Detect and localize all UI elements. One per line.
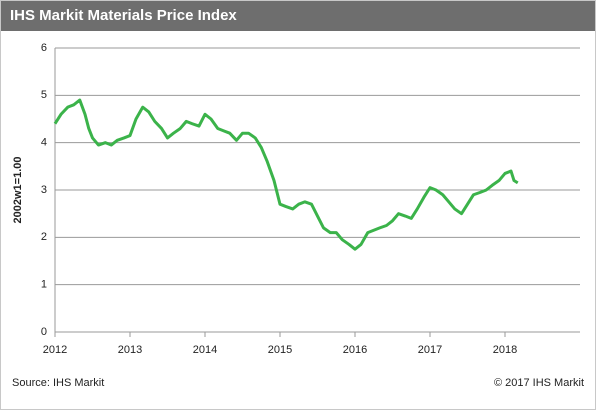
x-tick-label: 2014 (193, 344, 217, 356)
x-tick-label: 2017 (418, 344, 442, 356)
x-tick-label: 2015 (268, 344, 292, 356)
y-tick-label: 1 (41, 279, 47, 291)
y-tick-label: 6 (41, 42, 47, 54)
y-tick-label: 5 (41, 89, 47, 101)
y-tick-label: 4 (41, 137, 47, 149)
x-tick-label: 2018 (493, 344, 517, 356)
chart-title: IHS Markit Materials Price Index (10, 7, 237, 24)
x-tick-label: 2016 (343, 344, 367, 356)
y-tick-label: 2 (41, 231, 47, 243)
source: Source: IHS Markit (12, 377, 104, 389)
y-tick-label: 0 (41, 326, 47, 338)
x-tick-label: 2012 (43, 344, 67, 356)
y-tick-label: 3 (41, 184, 47, 196)
header-bar (1, 1, 595, 31)
y-axis-label: 2002w1=1.00 (12, 157, 24, 224)
data-line (53, 98, 519, 251)
x-tick-label: 2013 (118, 344, 142, 356)
copyright: © 2017 IHS Markit (494, 377, 584, 389)
